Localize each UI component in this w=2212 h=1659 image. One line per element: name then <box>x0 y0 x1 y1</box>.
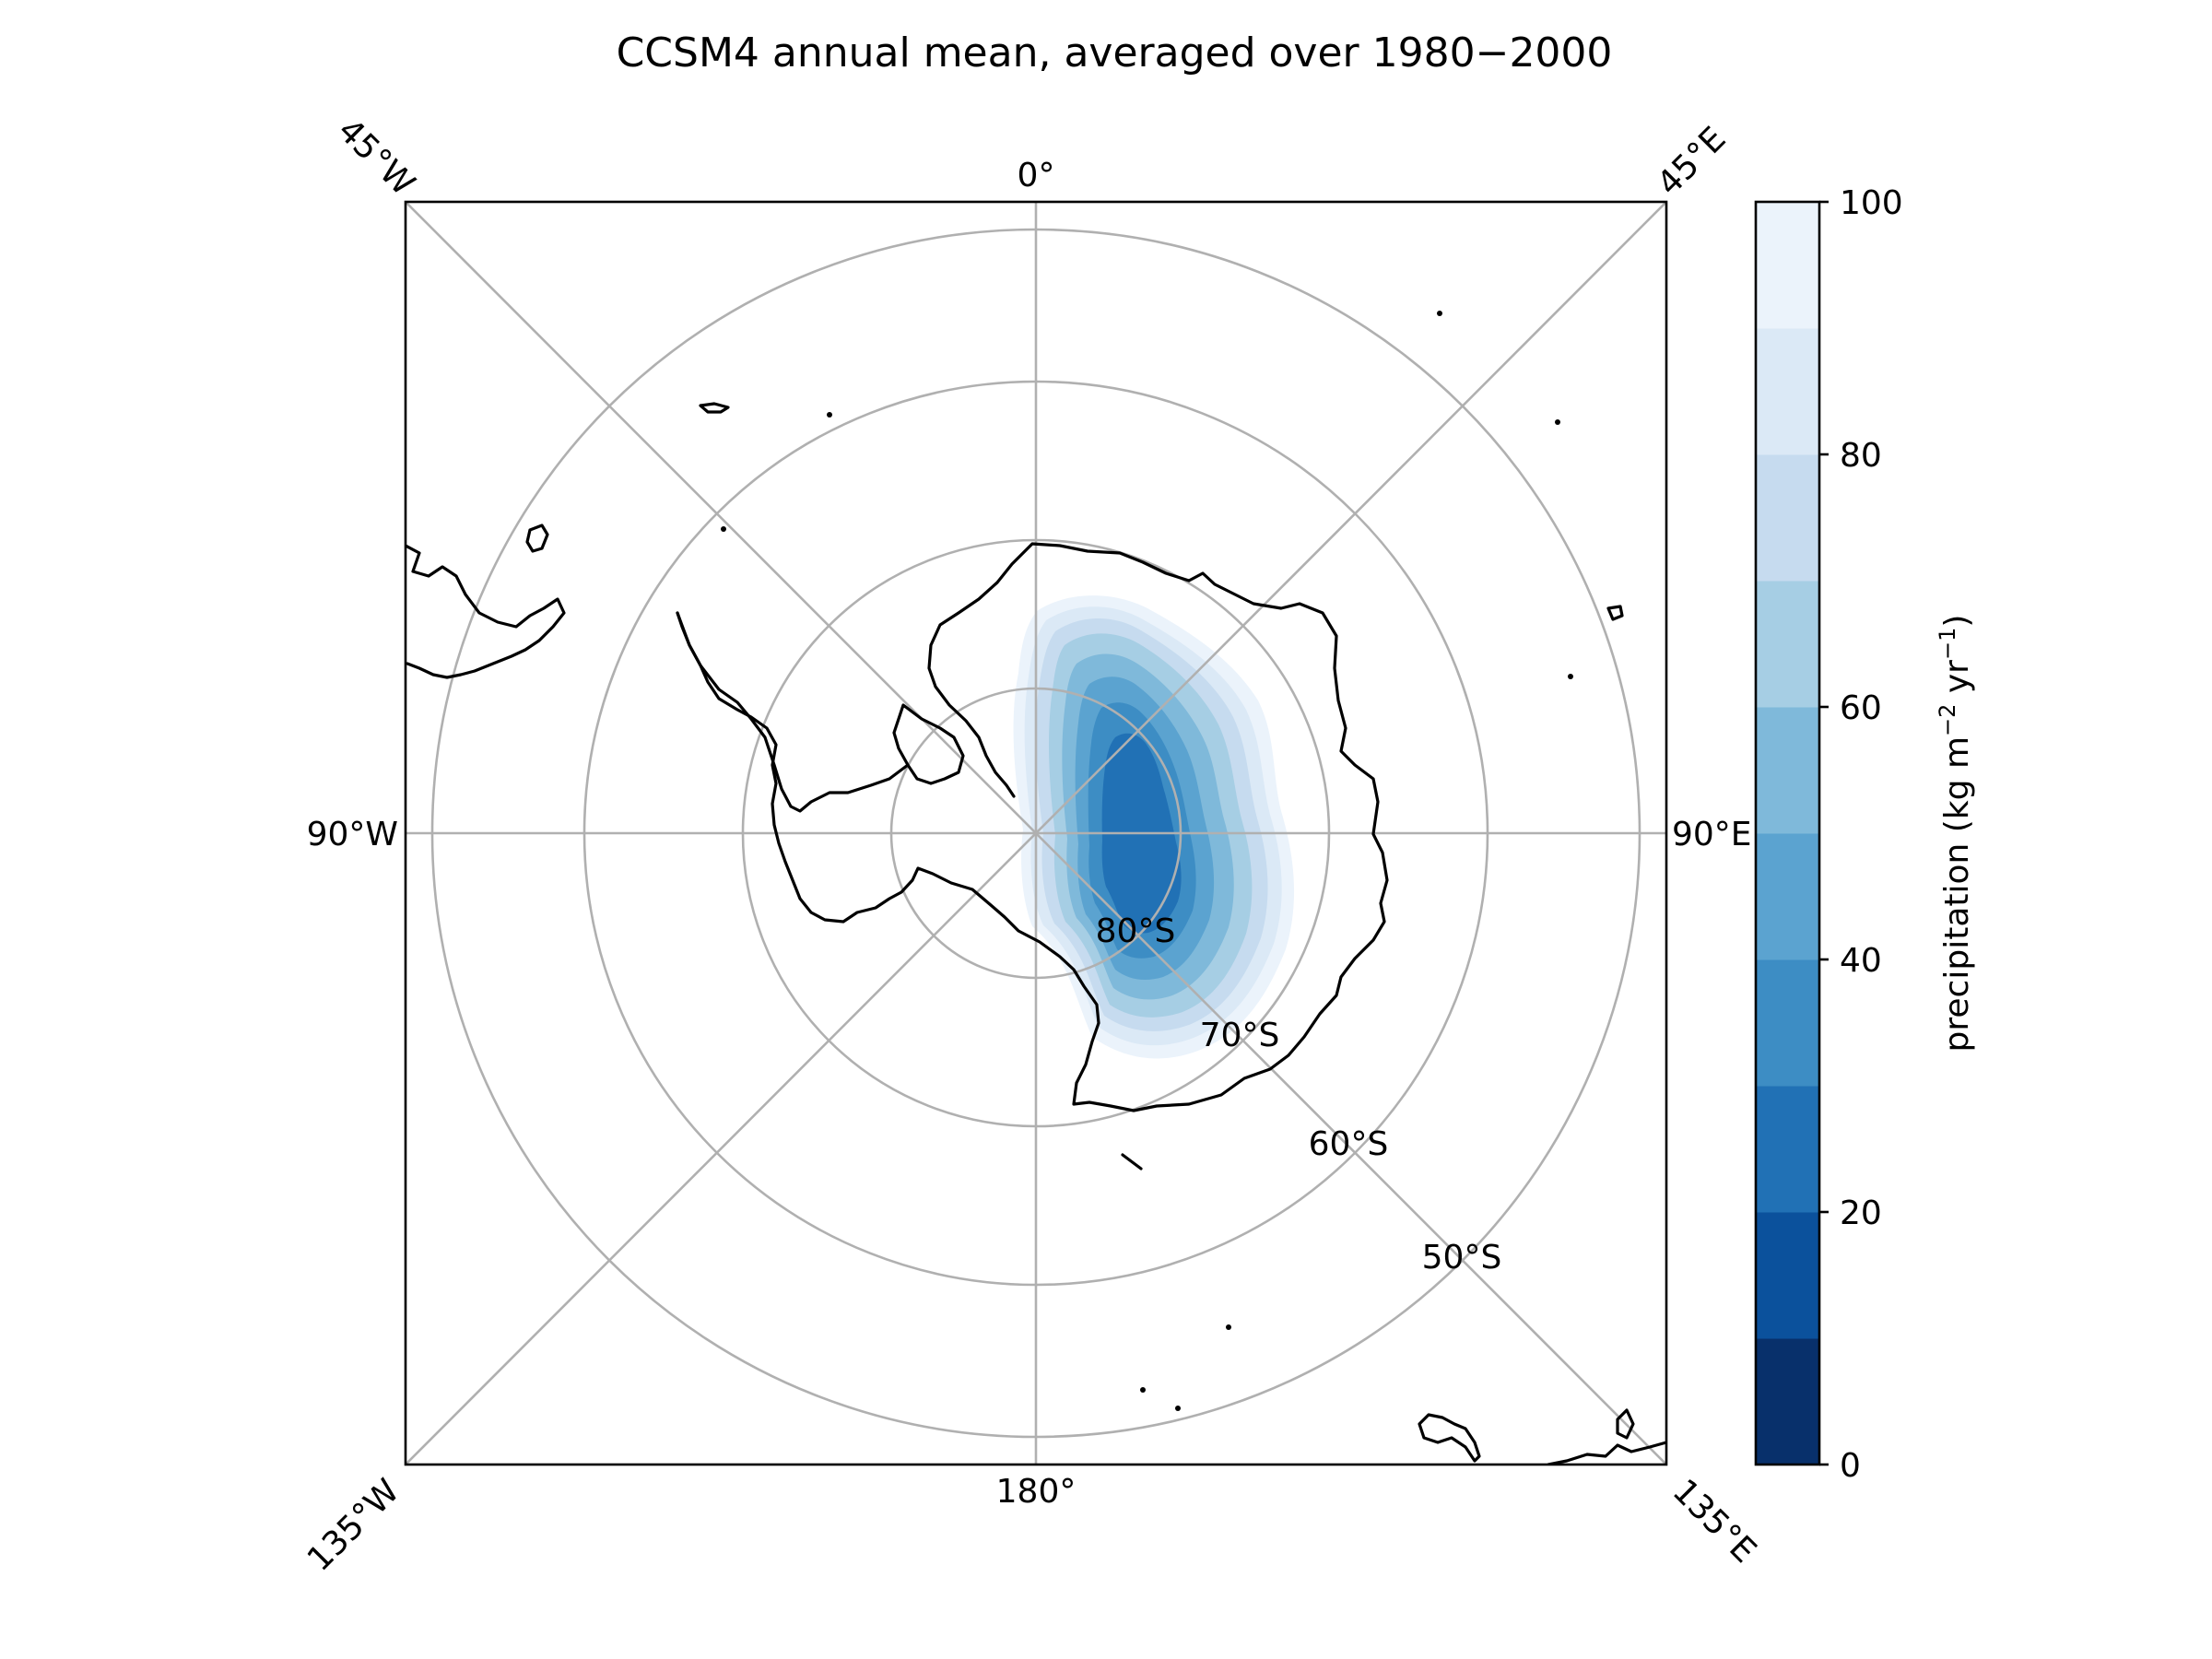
meridian-label-corner-tl: 45°W <box>330 112 421 203</box>
precipitation-field <box>1013 595 1295 1059</box>
parallel-label-80s: 80°S <box>1096 912 1176 950</box>
meridian-label-top: 0° <box>1018 157 1055 194</box>
meridian-label-bottom: 180° <box>996 1473 1077 1511</box>
colorbar-band <box>1756 328 1819 455</box>
colorbar-frame <box>1754 200 1821 1466</box>
island-4 <box>1226 1324 1231 1330</box>
island-10 <box>1171 1464 1174 1465</box>
antarctica-coastline <box>676 542 1389 1112</box>
meridian-label-corner-bl: 135°W <box>300 1472 406 1578</box>
antarctic-peninsula <box>676 611 910 813</box>
island-3 <box>1568 674 1573 679</box>
island-8 <box>721 526 726 532</box>
colorbar-tick-label: 80 <box>1840 437 1882 475</box>
map-axes: 0° 180° 90°W 90°E 45°W 45°E 135°W 135°E … <box>300 112 1763 1579</box>
new-zealand <box>1616 1408 1635 1440</box>
island-6 <box>1175 1406 1181 1411</box>
colorbar-tick-label: 40 <box>1840 942 1882 980</box>
colorbar-band <box>1756 959 1819 1087</box>
colorbar-tick-label: 60 <box>1840 689 1882 727</box>
island-1 <box>1437 311 1442 316</box>
colorbar-tick-label: 20 <box>1840 1194 1882 1232</box>
parallel-label-50s: 50°S <box>1422 1239 1502 1277</box>
island-2 <box>1555 419 1560 425</box>
chart-title: CCSM4 annual mean, averaged over 1980−20… <box>617 29 1613 76</box>
australia-coastline <box>1418 1413 1666 1465</box>
colorbar-band <box>1756 1212 1819 1339</box>
island-9 <box>1121 1153 1143 1171</box>
colorbar-label: precipitation (kg m−2 yr−1) <box>1935 615 1976 1053</box>
island-5 <box>1140 1387 1146 1393</box>
colorbar-bands <box>1756 202 1819 1465</box>
colorbar-band <box>1756 1338 1819 1465</box>
meridian-label-left: 90°W <box>307 816 398 853</box>
colorbar-tick-label: 0 <box>1840 1447 1861 1485</box>
south-georgia <box>699 402 730 414</box>
colorbar-tick-label: 100 <box>1840 184 1903 222</box>
colorbar-band <box>1756 833 1819 960</box>
colorbar-ticks: 0 20 40 60 80 100 <box>1819 184 1903 1485</box>
parallel-label-60s: 60°S <box>1309 1125 1389 1163</box>
meridian-label-corner-tr: 45°E <box>1650 120 1733 203</box>
colorbar-band <box>1756 581 1819 708</box>
colorbar: 0 20 40 60 80 100 precipitation (kg m−2 yr−1) <box>1754 184 1976 1485</box>
kerguelen <box>1606 605 1624 621</box>
colorbar-band <box>1756 202 1819 329</box>
gridlines <box>406 202 1666 1465</box>
meridian-label-right: 90°E <box>1672 816 1752 853</box>
south-america-coastline <box>406 544 566 679</box>
map-frame <box>404 200 1668 1466</box>
colorbar-band <box>1756 1086 1819 1213</box>
colorbar-band <box>1756 454 1819 582</box>
coastlines <box>406 311 1666 1465</box>
meridian-label-corner-br: 135°E <box>1665 1472 1763 1570</box>
falkland-islands <box>525 524 549 553</box>
parallel-label-70s: 70°S <box>1200 1017 1280 1054</box>
colorbar-band <box>1756 707 1819 834</box>
island-7 <box>827 412 832 418</box>
